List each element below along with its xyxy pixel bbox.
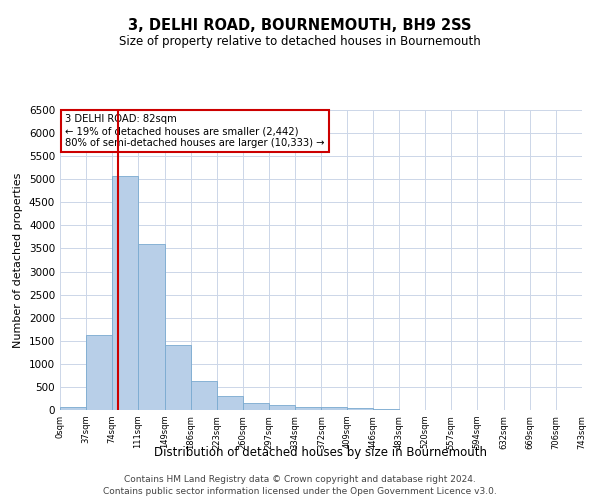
Bar bbox=[112, 176, 138, 410]
Bar bbox=[347, 408, 373, 410]
Text: Size of property relative to detached houses in Bournemouth: Size of property relative to detached ho… bbox=[119, 35, 481, 48]
Bar bbox=[191, 382, 217, 410]
Bar bbox=[164, 346, 191, 410]
Bar bbox=[373, 409, 400, 410]
Text: Contains public sector information licensed under the Open Government Licence v3: Contains public sector information licen… bbox=[103, 486, 497, 496]
Bar bbox=[217, 396, 242, 410]
Bar bbox=[295, 406, 322, 410]
Bar bbox=[138, 244, 164, 410]
Text: 3 DELHI ROAD: 82sqm
← 19% of detached houses are smaller (2,442)
80% of semi-det: 3 DELHI ROAD: 82sqm ← 19% of detached ho… bbox=[65, 114, 325, 148]
Bar bbox=[269, 406, 295, 410]
Bar bbox=[86, 334, 112, 410]
Y-axis label: Number of detached properties: Number of detached properties bbox=[13, 172, 23, 348]
Text: 3, DELHI ROAD, BOURNEMOUTH, BH9 2SS: 3, DELHI ROAD, BOURNEMOUTH, BH9 2SS bbox=[128, 18, 472, 32]
Text: Distribution of detached houses by size in Bournemouth: Distribution of detached houses by size … bbox=[155, 446, 487, 459]
Text: Contains HM Land Registry data © Crown copyright and database right 2024.: Contains HM Land Registry data © Crown c… bbox=[124, 476, 476, 484]
Bar bbox=[242, 404, 269, 410]
Bar bbox=[322, 407, 347, 410]
Bar bbox=[60, 406, 86, 410]
